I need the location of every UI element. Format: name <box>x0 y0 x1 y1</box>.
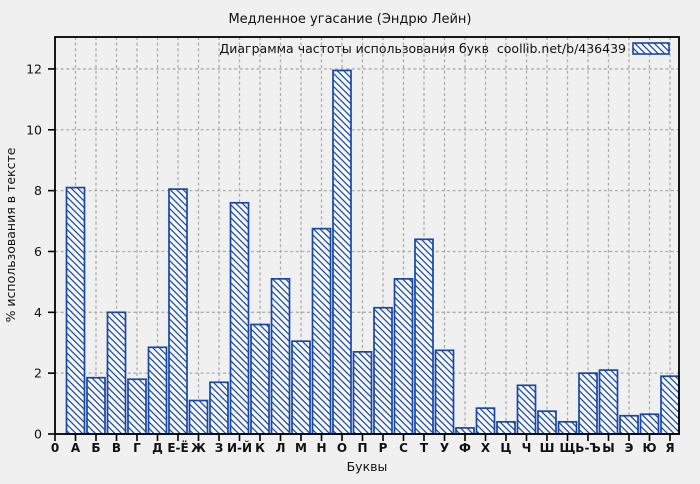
bar-С <box>393 278 414 435</box>
x-tick-label-Ш: Ш <box>540 441 555 455</box>
bar-Ф <box>455 427 475 435</box>
bar-К <box>250 323 270 435</box>
bar-М <box>291 340 311 435</box>
bar-У <box>434 349 455 435</box>
bar-Р <box>373 306 393 435</box>
x-tick-label-Л: Л <box>276 441 286 455</box>
bar-Л <box>270 278 291 435</box>
x-tick-label-К: К <box>255 441 265 455</box>
chart-title: Медленное угасание (Эндрю Лейн) <box>228 12 471 27</box>
bar-Ч <box>516 384 537 435</box>
bar-Т <box>414 238 434 435</box>
bar-Э <box>619 414 639 435</box>
bars <box>65 69 680 435</box>
x-tick-label-Ю: Ю <box>642 441 656 455</box>
x-tick-label-З: З <box>215 441 224 455</box>
bar-Н <box>311 227 332 435</box>
x-tick-label-Ж: Ж <box>191 441 206 455</box>
bar-Х <box>475 407 496 435</box>
bar-О <box>332 69 352 435</box>
bar-З <box>209 381 229 435</box>
y-tick-label-2: 2 <box>34 366 42 381</box>
x-tick-label-0: 0 <box>51 441 59 455</box>
y-tick-label-10: 10 <box>26 122 42 137</box>
x-tick-label-В: В <box>112 441 121 455</box>
bar-А <box>65 186 86 435</box>
x-tick-label-А: А <box>71 441 81 455</box>
bar-П <box>352 351 373 435</box>
x-tick-label-Б: Б <box>91 441 100 455</box>
bar-Б <box>86 376 106 435</box>
bar-И-Й <box>229 201 250 435</box>
x-tick-label-Ы: Ы <box>602 441 614 455</box>
x-tick-label-Н: Н <box>316 441 326 455</box>
legend-label: Диаграмма частоты использования букв coo… <box>219 41 626 56</box>
bar-Ж <box>188 399 209 435</box>
y-axis-title: % использования в тексте <box>3 147 18 322</box>
bar-В <box>106 311 127 435</box>
bar-Д <box>147 346 168 435</box>
bar-Ю <box>639 413 660 435</box>
x-tick-label-П: П <box>357 441 367 455</box>
x-tick-label-Х: Х <box>481 441 491 455</box>
x-tick-label-Ц: Ц <box>500 441 511 455</box>
bar-Щ <box>557 420 578 435</box>
x-tick-label-Т: Т <box>420 441 429 455</box>
plot-frame <box>54 36 680 435</box>
x-tick-label-Р: Р <box>379 441 388 455</box>
bar-Е-Ё <box>168 188 188 435</box>
legend-key-swatch <box>632 42 670 55</box>
x-tick-label-М: М <box>295 441 307 455</box>
x-tick-label-О: О <box>337 441 347 455</box>
x-tick-label-Э: Э <box>625 441 634 455</box>
x-tick-label-Щ: Щ <box>560 441 576 455</box>
bar-Ы <box>598 369 619 435</box>
x-tick-label-И-Й: И-Й <box>227 440 252 455</box>
y-tick-label-12: 12 <box>26 61 42 76</box>
bar-Г <box>127 378 147 435</box>
x-axis-title: Буквы <box>347 459 388 474</box>
x-tick-label-Ф: Ф <box>459 441 471 455</box>
bar-Я <box>660 375 680 435</box>
y-tick-label-6: 6 <box>34 244 42 259</box>
y-tick-label-0: 0 <box>34 427 42 442</box>
axis-ticks <box>48 68 671 441</box>
x-tick-label-Я: Я <box>665 441 674 455</box>
x-tick-label-У: У <box>440 441 449 455</box>
y-tick-label-8: 8 <box>34 183 42 198</box>
bar-Ш <box>537 410 557 435</box>
x-tick-label-Ч: Ч <box>522 441 532 455</box>
x-tick-label-Е-Ё: Е-Ё <box>167 440 188 455</box>
x-tick-label-Д: Д <box>152 441 163 455</box>
x-tick-label-С: С <box>399 441 408 455</box>
x-tick-label-Ь-Ъ: Ь-Ъ <box>575 441 600 455</box>
bar-Ь-Ъ <box>578 372 598 435</box>
x-tick-label-Г: Г <box>133 441 141 455</box>
y-tick-label-4: 4 <box>34 305 42 320</box>
bar-Ц <box>496 420 516 435</box>
